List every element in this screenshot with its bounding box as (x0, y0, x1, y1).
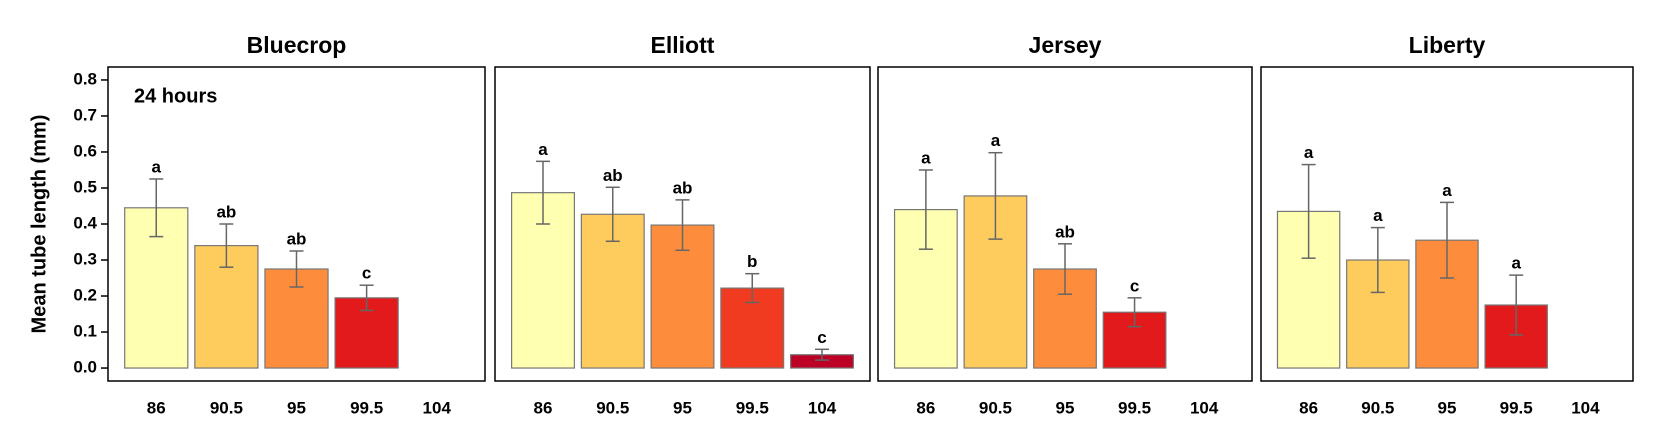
significance-letter: c (1130, 276, 1139, 295)
significance-letter: a (538, 140, 548, 159)
significance-letter: a (1304, 143, 1314, 162)
x-tick-label: 104 (1190, 398, 1219, 417)
x-tick-label: 99.5 (1500, 398, 1533, 417)
significance-letter: c (817, 328, 826, 347)
x-tick-label: 99.5 (1118, 398, 1151, 417)
x-tick-label: 86 (916, 398, 935, 417)
x-tick-label: 90.5 (596, 398, 629, 417)
x-tick-label: 95 (1438, 398, 1457, 417)
significance-letter: a (1511, 254, 1521, 273)
y-tick-label: 0.1 (73, 322, 97, 341)
significance-letter: a (1442, 181, 1452, 200)
x-tick-label: 104 (423, 398, 452, 417)
panel-title: Bluecrop (247, 32, 347, 58)
y-tick-label: 0.5 (73, 177, 97, 196)
x-tick-label: 86 (1299, 398, 1318, 417)
x-tick-label: 95 (673, 398, 692, 417)
x-tick-label: 90.5 (979, 398, 1012, 417)
y-tick-label: 0.4 (73, 213, 97, 232)
significance-letter: b (747, 252, 757, 271)
y-tick-label: 0.0 (73, 358, 97, 377)
y-tick-label: 0.8 (73, 69, 97, 88)
panel-title: Liberty (1409, 32, 1486, 58)
y-tick-label: 0.6 (73, 141, 97, 160)
x-tick-label: 99.5 (736, 398, 769, 417)
significance-letter: c (362, 264, 371, 283)
significance-letter: ab (216, 202, 236, 221)
x-tick-label: 104 (1571, 398, 1600, 417)
significance-letter: a (152, 157, 162, 176)
panel-title: Jersey (1029, 32, 1102, 58)
significance-letter: a (991, 131, 1001, 150)
significance-letter: ab (603, 166, 623, 185)
panel-title: Elliott (651, 32, 715, 58)
significance-letter: ab (1055, 222, 1075, 241)
y-tick-label: 0.7 (73, 105, 97, 124)
significance-letter: ab (287, 229, 307, 248)
y-axis-label: Mean tube length (mm) (28, 115, 50, 334)
panel-frame (1260, 66, 1634, 382)
y-tick-label: 0.2 (73, 286, 97, 305)
y-tick-label: 0.3 (73, 249, 97, 268)
x-tick-label: 104 (808, 398, 837, 417)
annotation: 24 hours (134, 85, 217, 107)
significance-letter: ab (673, 178, 693, 197)
significance-letter: a (921, 148, 931, 167)
x-tick-label: 86 (147, 398, 166, 417)
x-tick-label: 90.5 (210, 398, 243, 417)
panel-frame (494, 66, 871, 382)
significance-letter: a (1373, 206, 1383, 225)
x-tick-label: 95 (1056, 398, 1075, 417)
panel-frame (877, 66, 1253, 382)
x-tick-label: 95 (287, 398, 306, 417)
x-tick-label: 86 (534, 398, 553, 417)
x-tick-label: 90.5 (1361, 398, 1394, 417)
x-tick-label: 99.5 (350, 398, 383, 417)
